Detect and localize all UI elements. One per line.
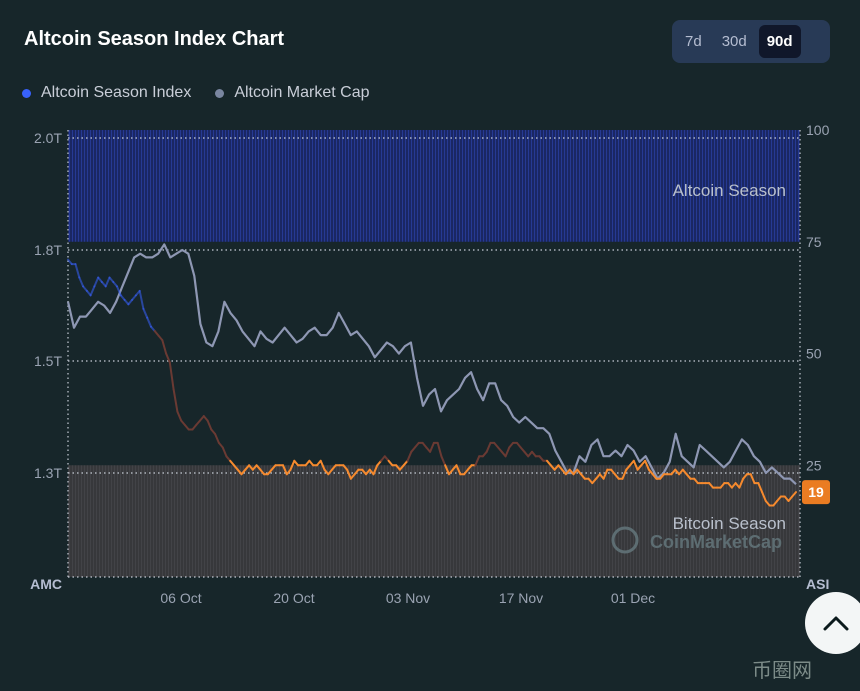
index-line-segment [165, 352, 171, 364]
index-line-segment [116, 285, 122, 297]
x-tick-label: 20 Oct [273, 590, 314, 606]
index-line-segment [142, 307, 149, 319]
current-value-badge: 19 [802, 480, 830, 505]
index-line-segment [429, 441, 435, 453]
index-line-segment [282, 464, 288, 476]
time-range-selector: 7d 30d 90d [672, 20, 830, 63]
site-watermark: 币圈网 [752, 658, 812, 682]
right-tick-label: 100 [806, 122, 830, 138]
range-30d-button[interactable]: 30d [721, 33, 747, 50]
left-tick-label: 1.3T [34, 465, 62, 481]
x-tick-label: 03 Nov [386, 590, 430, 606]
chart-title: Altcoin Season Index Chart [24, 28, 285, 50]
left-tick-label: 2.0T [34, 130, 62, 146]
index-line-segment [221, 446, 228, 458]
legend-dot-market-cap [215, 88, 225, 98]
index-line-segment [485, 441, 492, 453]
index-line-segment [176, 410, 183, 422]
index-line-segment [406, 450, 413, 462]
index-line-segment [436, 441, 443, 458]
index-line-segment [172, 388, 179, 413]
index-line-segment [78, 276, 85, 288]
index-line-segment [206, 419, 213, 431]
index-line-segment [504, 446, 511, 458]
index-line-segment [738, 477, 745, 489]
bitcoin-season-zone [68, 465, 800, 577]
index-line-segment [93, 276, 100, 288]
index-line-segment [89, 285, 96, 297]
index-line-segment [319, 459, 326, 471]
index-line-segment [372, 464, 379, 476]
index-line-segment [621, 468, 628, 480]
market-cap-line [66, 243, 797, 486]
index-line-segment [455, 464, 462, 476]
index-line-segment [791, 491, 797, 498]
bitcoin-season-label: Bitcoin Season [673, 514, 786, 533]
index-line-segment [644, 459, 650, 471]
index-line-segment [138, 289, 145, 310]
index-line-segment [749, 473, 756, 485]
index-line-segment [602, 468, 609, 480]
chevron-up-icon [823, 616, 849, 631]
range-90d-button[interactable]: 90d [758, 25, 801, 58]
index-line-segment [146, 316, 152, 328]
index-line-segment [632, 459, 639, 471]
index-line-segment [104, 276, 111, 288]
legend-dot-index [22, 88, 31, 98]
index-line-segment [214, 433, 220, 444]
current-value-text: 19 [808, 484, 824, 500]
legend-item-index[interactable]: Altcoin Season Index [22, 84, 191, 102]
range-7d-button[interactable]: 7d [685, 33, 702, 50]
left-axis-title: AMC [30, 576, 62, 592]
index-line-segment [168, 361, 175, 391]
index-line-segment [761, 491, 767, 502]
index-line-segment [161, 339, 168, 355]
index-line-segment [289, 459, 296, 471]
x-tick-label: 06 Oct [160, 590, 201, 606]
index-line-segment [474, 455, 481, 467]
x-tick-label: 01 Dec [611, 590, 655, 606]
index-line-segment [444, 464, 450, 476]
index-line-segment [74, 263, 81, 279]
left-tick-label: 1.8T [34, 242, 62, 258]
index-line-segment [440, 455, 447, 467]
right-tick-label: 25 [806, 457, 822, 473]
legend-label-index: Altcoin Season Index [41, 84, 192, 101]
current-value-badge-bg [802, 480, 830, 505]
legend-item-market-cap[interactable]: Altcoin Market Cap [215, 84, 370, 102]
legend-label-market-cap: Altcoin Market Cap [234, 84, 370, 101]
coinmarketcap-watermark: CoinMarketCap [611, 526, 782, 554]
right-axis-title: ASI [806, 576, 829, 592]
altcoin-season-zone [68, 130, 800, 242]
index-line-segment [757, 482, 764, 494]
scroll-to-top-button[interactable] [805, 592, 860, 654]
right-tick-label: 50 [806, 346, 822, 362]
left-tick-label: 1.5T [34, 353, 62, 369]
coinmarketcap-wordmark: CoinMarketCap [650, 532, 782, 552]
coinmarketcap-logo-icon [611, 526, 639, 554]
right-tick-label: 75 [806, 234, 822, 250]
x-tick-label: 17 Nov [499, 590, 543, 606]
chart-legend: Altcoin Season Index Altcoin Market Cap [22, 84, 370, 102]
altcoin-season-label: Altcoin Season [673, 181, 786, 200]
index-line-segment [346, 468, 352, 480]
